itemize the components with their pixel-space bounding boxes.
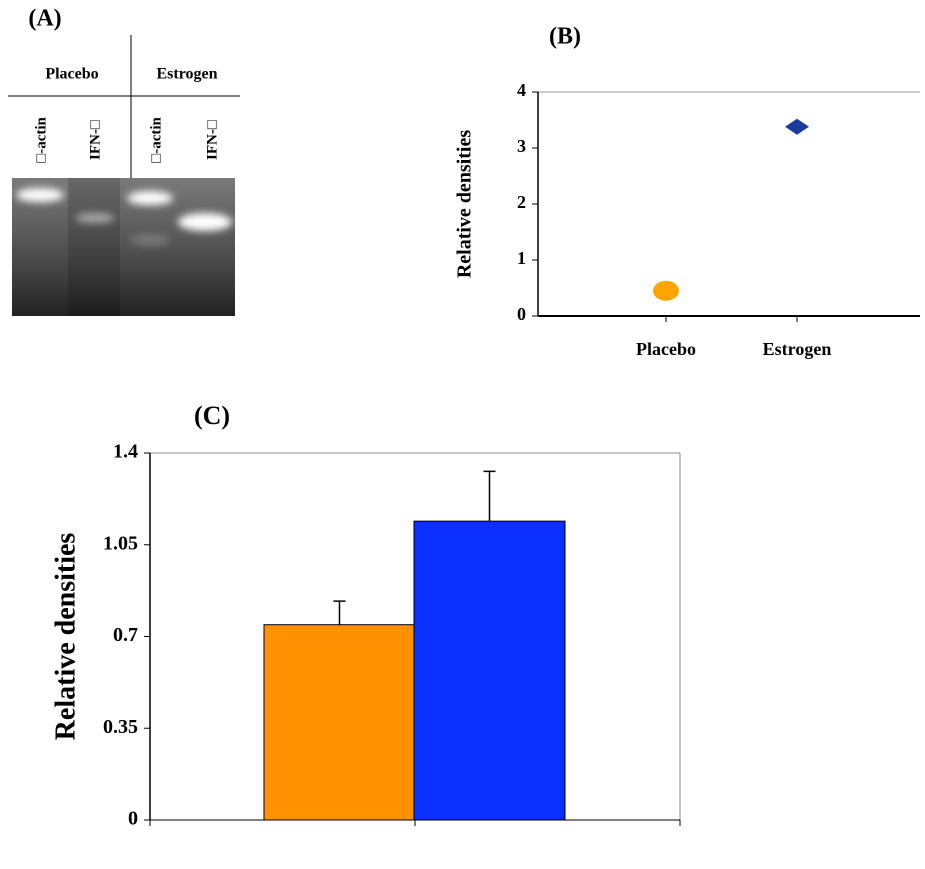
panel-label: (A) (28, 6, 61, 32)
point (785, 119, 809, 135)
y-tick-label: 0 (128, 808, 138, 830)
error-bar (334, 601, 346, 625)
y-axis-label: Relative densities (50, 533, 81, 741)
y-tick-label: 2 (517, 192, 526, 212)
panel-title: (B) (549, 24, 581, 50)
y-tick-label: 0.35 (103, 716, 138, 738)
y-tick-label: 0 (517, 304, 526, 324)
x-tick-label: Placebo (636, 339, 696, 359)
y-tick-label: 0.7 (113, 624, 138, 646)
bar (414, 521, 565, 820)
y-tick-label: 1.05 (103, 532, 138, 554)
point (653, 281, 679, 301)
lane-label: IFN-□ (204, 120, 220, 160)
y-tick-label: 4 (517, 80, 526, 100)
lane-label: IFN-□ (87, 120, 103, 160)
y-tick-label: 1 (517, 248, 526, 268)
gel-image (12, 178, 235, 316)
panel-title: (C) (194, 401, 230, 430)
x-tick-label: Estrogen (763, 339, 832, 359)
bar (264, 625, 415, 820)
y-tick-label: 3 (517, 136, 526, 156)
y-axis-label: Relative densities (454, 130, 476, 279)
panel-a: (A) Placebo Estrogen □-actin IFN-□ □-act… (8, 6, 240, 317)
group-label: Placebo (45, 66, 98, 83)
group-label: Estrogen (156, 66, 217, 83)
y-tick-label: 1.4 (113, 441, 138, 463)
lane-label: □-actin (33, 116, 49, 162)
figure: (A) Placebo Estrogen □-actin IFN-□ □-act… (0, 0, 925, 869)
error-bar (484, 471, 496, 521)
lane-label: □-actin (148, 116, 164, 162)
